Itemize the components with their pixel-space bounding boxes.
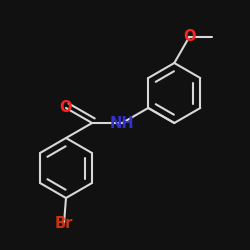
Text: O: O bbox=[60, 100, 72, 116]
Text: NH: NH bbox=[110, 116, 134, 130]
Text: Br: Br bbox=[55, 216, 73, 231]
Text: O: O bbox=[183, 30, 196, 44]
